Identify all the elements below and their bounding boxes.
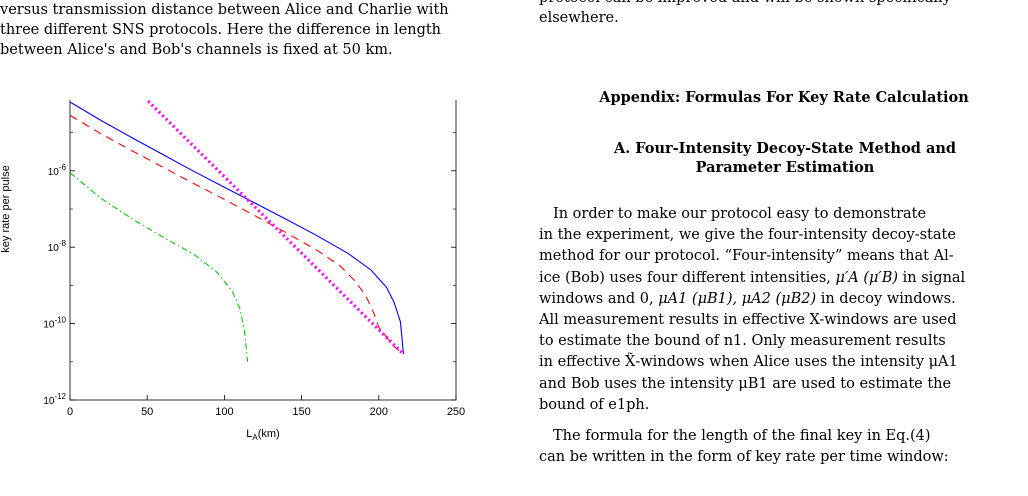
paragraph-line: The formula for the length of the final … [553,428,931,444]
paragraph-line: windows and 0, μA1 (μB1), μA2 (μB2) in d… [539,289,1025,310]
y-tick-label: 10-10 [43,316,66,331]
paragraph-line: and Bob uses the intensity μB1 are used … [539,375,952,392]
chart-svg: 05010015020025010-210-410-610-810-1010-1… [0,10,465,442]
y-tick-label: 10-4 [48,100,67,101]
caption-line: three different SNS protocols. Here the … [0,22,442,38]
text-span: in signal [898,269,966,286]
y-tick-label: 10-6 [48,163,67,178]
x-tick-label: 0 [67,406,73,418]
caption-line: between Alice's and Bob's channels is fi… [0,42,393,58]
caption-line: versus transmission distance between Ali… [0,2,449,18]
body-text-line: elsewhere. [539,10,619,26]
x-tick-label: 150 [292,406,310,418]
paragraph-line: bound of e1ph. [539,396,650,413]
x-tick-label: 200 [370,406,388,418]
y-tick-label: 10-8 [48,239,67,254]
y-axis-label: key rate per pulse [0,165,12,252]
section-heading: A. Four-Intensity Decoy-State Method and… [575,139,995,177]
y-tick-label: 10-12 [43,392,66,407]
paragraph-line: In order to make our protocol easy to de… [553,206,927,222]
section-heading-line: A. Four-Intensity Decoy-State Method and [613,140,957,157]
plot-frame [69,17,457,401]
text-span: windows and 0, [539,290,659,307]
paragraph-line: ice (Bob) uses four different intensitie… [539,268,1025,289]
text-span: in decoy windows. [816,290,956,307]
series-line-original-sns [69,172,249,362]
paragraph-line: All measurement results in effective X-w… [539,312,957,329]
right-column-top: protocol can be improved and will be sho… [539,0,1028,28]
paragraph: The formula for the length of the final … [539,426,1025,468]
paragraph-line: can be written in the form of key rate p… [539,449,949,466]
paragraph: In order to make our protocol easy to de… [539,204,1025,416]
x-axis-label: LA(km) [246,428,279,442]
paragraph-line: to estimate the bound of n1. Only measur… [539,333,946,350]
x-tick-label: 50 [141,406,153,418]
x-tick-label: 100 [215,406,233,418]
series-line-plob [68,22,405,356]
math-inline: μ′A (μ′B) [835,269,899,286]
paragraph-line: in the experiment, we give the four-inte… [539,227,956,244]
section-heading-line: Parameter Estimation [695,159,875,176]
appendix-heading: Appendix: Formulas For Key Rate Calculat… [599,89,969,106]
series-line-general-sns [69,101,405,355]
figure-caption: versus transmission distance between Ali… [0,0,505,60]
paragraph-line: method for our protocol. “Four-intensity… [539,248,954,265]
body-text-line: protocol can be improved and will be sho… [539,0,1028,8]
series-line-modified-sns [69,114,404,355]
math-inline: μA1 (μB1), μA2 (μB2) [658,290,817,307]
key-rate-chart: 05010015020025010-210-410-610-810-1010-1… [0,10,505,491]
x-tick-label: 250 [447,406,465,418]
text-span: ice (Bob) uses four different intensitie… [539,269,836,286]
paragraph-line: in effective X̃-windows when Alice uses … [539,354,958,371]
